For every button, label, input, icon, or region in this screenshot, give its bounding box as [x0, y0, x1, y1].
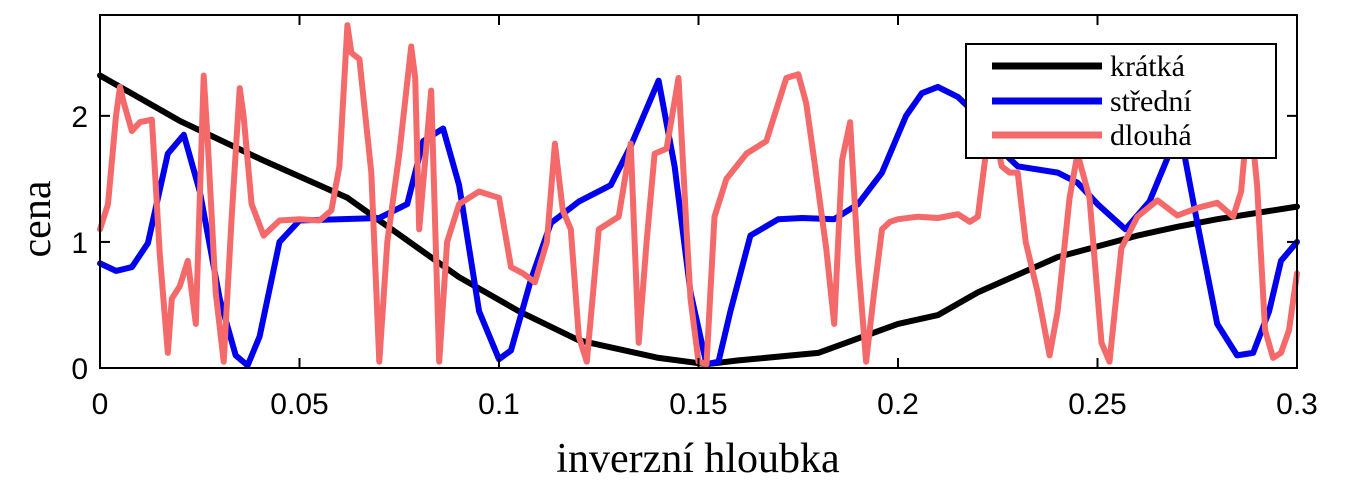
x-tick-label: 0: [92, 388, 109, 421]
series-line-dlouha: [97, 22, 1300, 368]
tick-layer: 0 0.05 0.1 0.15 0.2 0.25 0.3 0 1 2: [71, 15, 1318, 421]
y-tick-label: 1: [71, 227, 88, 260]
x-tick-label: 0.05: [270, 388, 328, 421]
y-tick-label: 2: [71, 101, 88, 134]
x-tick-label: 0.15: [669, 388, 727, 421]
legend-label-stredni: střední: [1110, 85, 1192, 118]
y-tick-label: 0: [71, 353, 88, 386]
legend: krátká střední dlouhá: [965, 43, 1277, 159]
y-axis-label: cena: [14, 180, 60, 257]
series-layer: [97, 22, 1300, 369]
x-axis-label: inverzní hloubka: [556, 436, 840, 482]
x-tick-label: 0.1: [478, 388, 520, 421]
legend-label-dlouha: dlouhá: [1110, 119, 1192, 152]
x-tick-label: 0.2: [877, 388, 919, 421]
series-line-stredni: [97, 77, 1300, 369]
x-tick-label: 0.25: [1068, 388, 1126, 421]
legend-label-kratka: krátká: [1110, 50, 1185, 83]
x-tick-label: 0.3: [1276, 388, 1318, 421]
